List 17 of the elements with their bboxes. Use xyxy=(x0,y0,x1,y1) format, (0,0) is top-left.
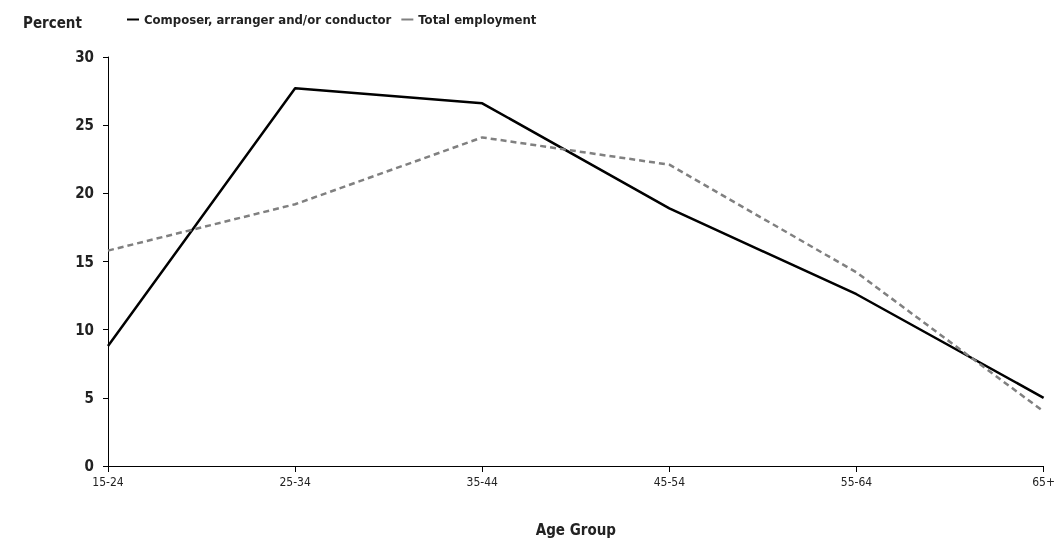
y-tick-label: 30 xyxy=(75,48,94,66)
y-tick-label: 0 xyxy=(84,457,94,475)
y-tick-label: 20 xyxy=(75,184,94,203)
x-tick-label: 55-64 xyxy=(840,475,873,489)
y-axis-title: Percent xyxy=(23,13,83,32)
y-tick-label: 15 xyxy=(75,252,94,271)
y-tick-label: 10 xyxy=(75,320,94,339)
legend-label: Total employment xyxy=(418,12,537,27)
x-tick-label: 15-24 xyxy=(92,475,124,489)
y-tick-label: 5 xyxy=(84,388,94,407)
x-tick-label: 65+ xyxy=(1032,475,1055,489)
x-tick-label: 25-34 xyxy=(279,475,311,489)
y-tick-label: 25 xyxy=(75,116,94,135)
legend-label: Composer, arranger and/or conductor xyxy=(144,12,392,27)
x-tick-label: 45-54 xyxy=(653,475,686,489)
x-axis-title: Age Group xyxy=(535,520,617,539)
x-tick-label: 35-44 xyxy=(466,475,499,489)
